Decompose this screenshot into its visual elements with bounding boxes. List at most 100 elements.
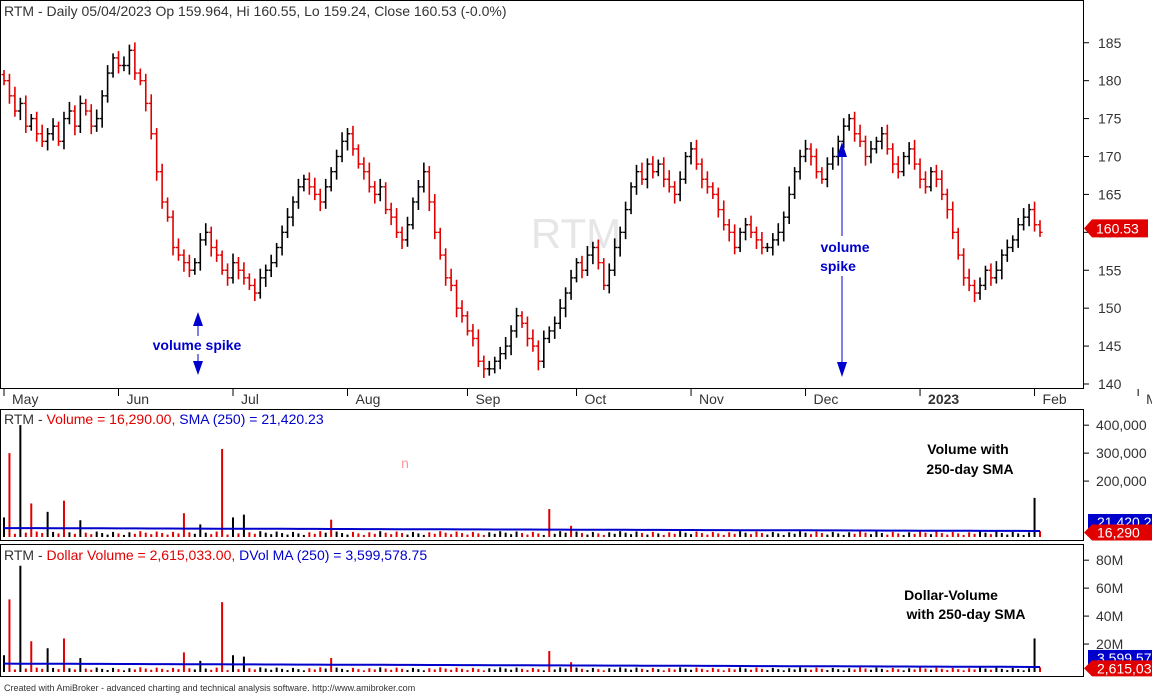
ohlc-bar — [813, 148, 819, 179]
ohlc-bar — [257, 268, 263, 299]
price-header: RTM - Daily 05/04/2023 Op 159.964, Hi 16… — [4, 3, 507, 19]
ohlc-bar — [568, 269, 574, 300]
ohlc-bar — [732, 224, 738, 255]
ohlc-bar — [590, 241, 596, 265]
month-label: May — [12, 391, 38, 407]
ohlc-bar — [235, 256, 241, 280]
ohlc-bar — [121, 56, 127, 72]
ohlc-bar — [328, 167, 334, 192]
ohlc-bar — [775, 223, 781, 246]
ohlc-bar — [912, 139, 918, 170]
ohlc-bar — [448, 268, 454, 292]
price-tick-label: 165 — [1098, 186, 1122, 202]
ohlc-bar — [535, 340, 541, 371]
y-tick-label: 400,000 — [1096, 417, 1147, 433]
ohlc-bar — [873, 136, 879, 154]
y-tick-label: 20M — [1096, 636, 1123, 652]
ohlc-bar — [497, 346, 503, 370]
ohlc-bar — [1032, 201, 1038, 232]
ohlc-bar — [88, 104, 94, 135]
volume-pane[interactable]: RTM - Volume = 16,290.00, SMA (250) = 21… — [0, 409, 1152, 541]
ohlc-bar — [797, 149, 803, 180]
ohlc-bar — [154, 128, 160, 181]
dollar-volume-sma-line — [3, 662, 1040, 668]
ohlc-bar — [459, 300, 465, 323]
ohlc-bar — [574, 258, 580, 283]
month-label: Sep — [475, 391, 500, 407]
ohlc-bar — [470, 324, 476, 347]
month-label: Mar — [1146, 391, 1152, 407]
ohlc-bar — [66, 101, 72, 125]
ohlc-bar — [748, 215, 754, 239]
ohlc-bar — [917, 158, 923, 189]
dollar-volume-pane-frame — [0, 544, 1084, 677]
ohlc-bar — [623, 201, 629, 240]
ohlc-bar — [148, 94, 154, 140]
ohlc-bar — [126, 44, 132, 75]
y-tick-label: 300,000 — [1096, 445, 1147, 461]
ohlc-bar — [175, 238, 181, 261]
ohlc-bar — [519, 311, 525, 328]
annotation-spike-1: volume spike — [148, 312, 248, 375]
ohlc-bar — [77, 95, 83, 133]
y-tick-label: 200,000 — [1096, 473, 1147, 489]
ohlc-bar — [186, 254, 192, 278]
ohlc-bar — [437, 227, 443, 260]
ohlc-bar — [819, 167, 825, 184]
ohlc-bar — [857, 124, 863, 148]
ohlc-bar — [595, 239, 601, 270]
ohlc-bar — [966, 268, 972, 292]
ohlc-bar — [312, 177, 318, 201]
ohlc-bar — [601, 258, 607, 290]
ohlc-bar — [165, 197, 171, 222]
ohlc-bar — [895, 156, 901, 179]
price-tick-label: 150 — [1098, 300, 1122, 316]
ohlc-bar — [105, 65, 111, 103]
ohlc-bar — [737, 227, 743, 253]
ohlc-bar — [928, 167, 934, 192]
ohlc-bar — [246, 273, 252, 290]
stray-mark: n — [401, 455, 409, 471]
ohlc-bar — [241, 262, 247, 285]
ohlc-bar — [454, 279, 460, 318]
price-pane[interactable]: RTM - Daily 05/04/2023 Op 159.964, Hi 16… — [0, 0, 1152, 408]
ohlc-bar — [999, 249, 1005, 280]
annotation-spike-2: volume spike — [815, 142, 871, 377]
ohlc-bar — [285, 208, 291, 239]
arrow-up-icon — [837, 142, 847, 157]
ohlc-bar — [830, 147, 836, 170]
ohlc-bar — [350, 125, 356, 156]
ohlc-bar — [634, 164, 640, 195]
volume-note-line2: 250-day SMA — [926, 461, 1013, 477]
dollar-volume-bars — [3, 565, 1041, 672]
ohlc-bar — [290, 196, 296, 227]
dollar-volume-pane[interactable]: RTM - Dollar Volume = 2,615,033.00, DVol… — [0, 544, 1152, 677]
ohlc-bar — [361, 157, 367, 180]
ohlc-bar — [295, 178, 301, 209]
ohlc-bar — [541, 330, 547, 369]
ohlc-bar — [345, 128, 351, 151]
arrow-down-icon — [837, 362, 847, 377]
ohlc-bar — [334, 149, 340, 180]
month-axis: MayJunJulAugSepOctNovDec2023FebMarApr — [3, 389, 1152, 407]
ohlc-bar — [972, 279, 978, 303]
ohlc-bar — [514, 307, 520, 338]
ohlc-bar — [274, 242, 280, 268]
volume-y-axis: 400,000 300,000 200,000 — [1084, 417, 1147, 489]
ohlc-bar — [39, 124, 45, 148]
ohlc-bar — [677, 171, 683, 202]
price-bars — [1, 42, 1043, 378]
ohlc-bar — [252, 278, 258, 301]
arrow-down-icon — [193, 361, 203, 375]
ohlc-bar — [579, 255, 585, 279]
ohlc-bar — [170, 210, 176, 256]
ohlc-bar — [23, 95, 29, 133]
ohlc-bar — [699, 158, 705, 189]
ohlc-bar — [628, 182, 634, 215]
ohlc-bar — [584, 245, 590, 276]
dollar-volume-last-badge: 2,615,03 — [1084, 660, 1152, 677]
ohlc-bar — [988, 263, 994, 286]
ohlc-bar — [388, 202, 394, 226]
month-label: Nov — [699, 391, 724, 407]
